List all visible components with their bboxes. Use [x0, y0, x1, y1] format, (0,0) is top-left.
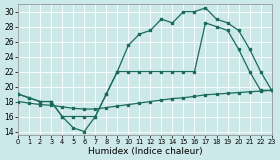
X-axis label: Humidex (Indice chaleur): Humidex (Indice chaleur) [88, 147, 202, 156]
